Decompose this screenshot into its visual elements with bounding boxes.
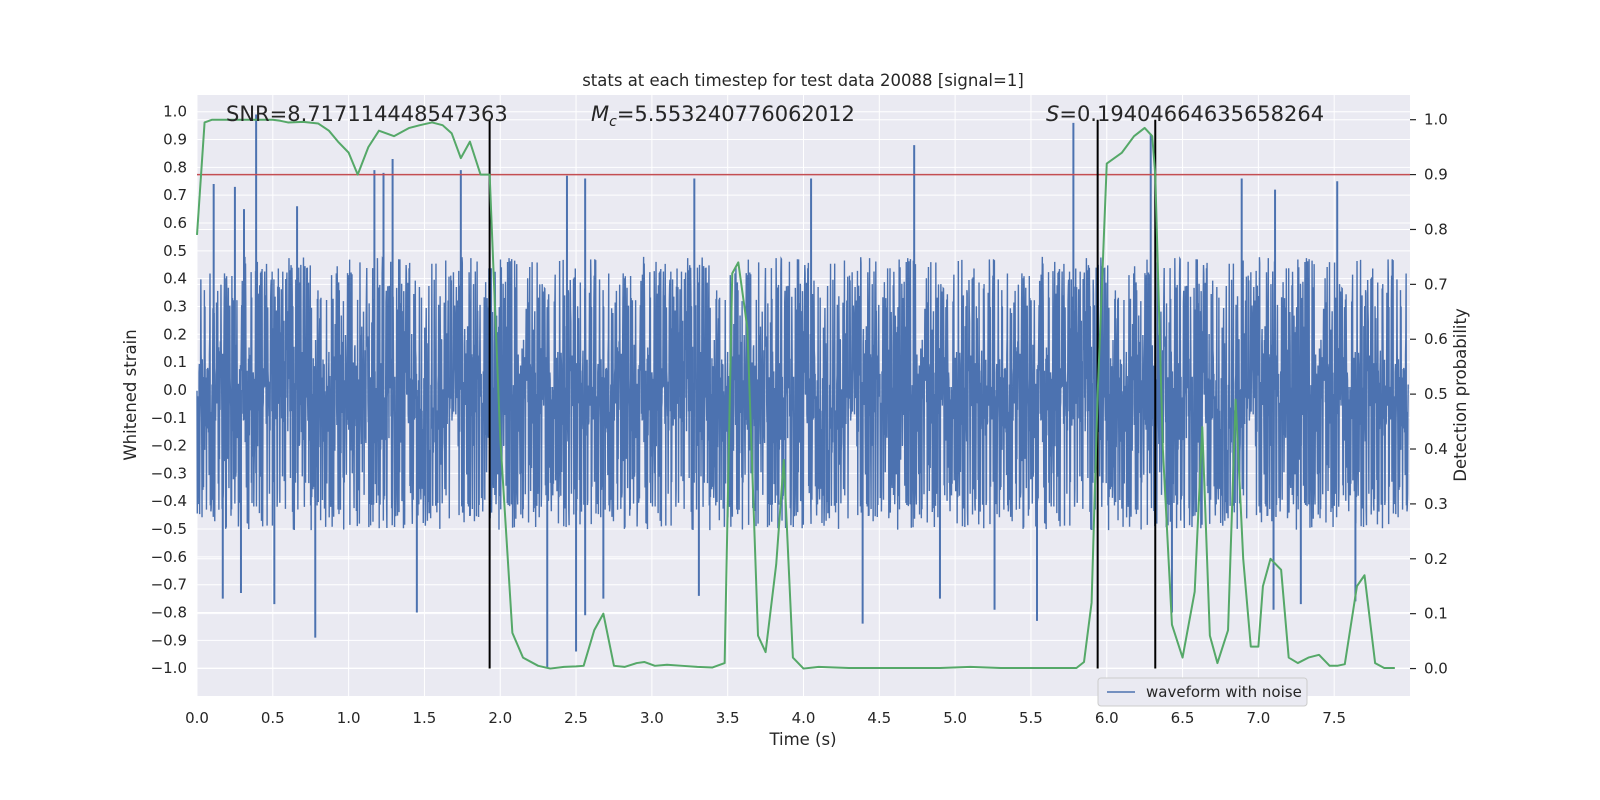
y-tick-label: 0.3 (163, 297, 187, 315)
x-tick-label: 1.0 (337, 709, 361, 727)
probability-line (196, 118, 1395, 670)
x-tick-label: 4.5 (867, 709, 891, 727)
y-tick-label: −0.6 (151, 548, 187, 566)
x-axis-ticks: 0.0 0.5 1.0 1.5 2.0 2.5 3.0 3.5 4.0 4.5 5.0 5.5 6.0 6… (185, 709, 1346, 727)
waveform-line (196, 256, 1409, 531)
x-tick-label: 6.0 (1095, 709, 1119, 727)
y-tick-label: 0.8 (163, 158, 187, 176)
legend-box (1097, 677, 1308, 707)
s-value: =0.19404664635658264 (1059, 102, 1324, 126)
y-tick-label: −0.4 (151, 492, 187, 510)
x-tick-label: 0.5 (261, 709, 285, 727)
x-tick-label: 2.0 (488, 709, 512, 727)
x-tick-label: 3.0 (640, 709, 664, 727)
chirp-mass-symbol: M (591, 102, 609, 126)
x-tick-label: 7.0 (1246, 709, 1270, 727)
y-tick-label: −1.0 (151, 659, 187, 677)
y-tick-label: 0.9 (163, 131, 187, 149)
y-right-tick-label: 0.8 (1424, 220, 1448, 238)
x-axis-label: Time (s) (768, 730, 836, 749)
chirp-mass-subscript: c (609, 114, 617, 130)
y-tick-label: −0.8 (151, 604, 187, 622)
s-annotation: S=0.19404664635658264 (1046, 102, 1324, 126)
y-axis-label: Whitened strain (121, 329, 140, 460)
y-right-tick-label: 0.6 (1424, 330, 1448, 348)
y-right-axis-ticks: 0.0 0.1 0.2 0.3 0.4 0.5 0.6 0.7 0.8 0.9 1.0 (1410, 111, 1448, 678)
y-right-tick-label: 0.3 (1424, 495, 1448, 513)
legend: waveform with noise (1097, 677, 1308, 707)
y-tick-label: 0.7 (163, 186, 187, 204)
x-tick-label: 3.5 (716, 709, 740, 727)
y-tick-label: −0.3 (151, 464, 187, 482)
y-right-tick-label: 0.4 (1424, 440, 1448, 458)
y-right-tick-label: 1.0 (1424, 111, 1448, 129)
x-tick-label: 7.5 (1322, 709, 1346, 727)
y-tick-label: 0.4 (163, 270, 187, 288)
overlay-series (196, 118, 1410, 670)
y-tick-label: −0.5 (151, 520, 187, 538)
x-tick-label: 5.0 (943, 709, 967, 727)
y-tick-label: 0.0 (163, 381, 187, 399)
y-right-tick-label: 0.9 (1424, 166, 1448, 184)
waveform-series (196, 114, 1409, 669)
y-right-tick-label: 0.2 (1424, 550, 1448, 568)
snr-annotation: SNR=8.717114448547363 (226, 102, 508, 126)
y-tick-label: 0.1 (163, 353, 187, 371)
x-tick-label: 1.5 (413, 709, 437, 727)
s-symbol: S (1046, 102, 1059, 126)
chirp-mass-value: =5.553240776062012 (617, 102, 855, 126)
y-tick-label: 0.2 (163, 325, 187, 343)
y-tick-label: −0.7 (151, 576, 187, 594)
chart-title: stats at each timestep for test data 200… (582, 71, 1024, 90)
x-tick-label: 4.0 (792, 709, 816, 727)
y-tick-label: −0.1 (151, 409, 187, 427)
y-right-tick-label: 0.7 (1424, 275, 1448, 293)
y-right-tick-label: 0.0 (1424, 660, 1448, 678)
y-tick-label: −0.9 (151, 631, 187, 649)
y-tick-label: 1.0 (163, 103, 187, 121)
y-right-tick-label: 0.5 (1424, 385, 1448, 403)
y-tick-label: 0.5 (163, 242, 187, 260)
y-right-tick-label: 0.1 (1424, 605, 1448, 623)
chirp-mass-annotation: Mc=5.553240776062012 (591, 102, 855, 130)
x-tick-label: 6.5 (1171, 709, 1195, 727)
x-tick-label: 2.5 (564, 709, 588, 727)
y-tick-label: −0.2 (151, 437, 187, 455)
legend-label-waveform: waveform with noise (1146, 683, 1302, 701)
y-tick-label: 0.6 (163, 214, 187, 232)
y-right-axis-label: Detection probability (1451, 308, 1470, 482)
x-tick-label: 5.5 (1019, 709, 1043, 727)
y-axis-ticks: −1.0 −0.9 −0.8 −0.7 −0.6 −0.5 −0.4 −0.3 −0.2 −0.1… (151, 103, 187, 677)
x-tick-label: 0.0 (185, 709, 209, 727)
